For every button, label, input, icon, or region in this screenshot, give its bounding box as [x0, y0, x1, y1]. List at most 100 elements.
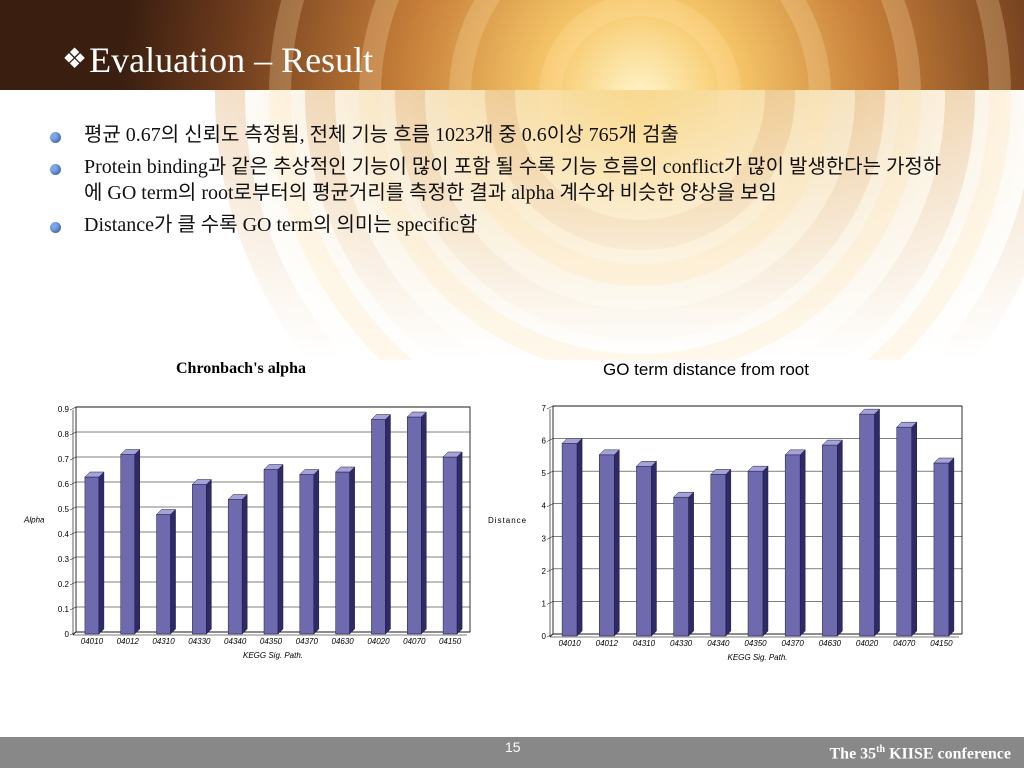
y-tick-label: 6: [542, 437, 547, 446]
x-tick-label: 04150: [930, 639, 953, 648]
y-axis-title: Alpha: [23, 516, 45, 525]
y-tick-label: 0.2: [58, 580, 70, 589]
bar-side: [277, 463, 284, 635]
bar-top: [635, 461, 658, 467]
conference-sup: th: [876, 744, 886, 755]
x-tick-label: 04020: [367, 637, 390, 646]
x-tick-label: 04010: [81, 637, 104, 646]
slide-title: ❖Evaluation – Result: [62, 38, 373, 82]
y-tick-label: 0.5: [58, 505, 70, 514]
tick-mark: [69, 531, 77, 536]
footer-bar: [0, 737, 1024, 768]
bar: [442, 456, 458, 635]
bar: [896, 426, 912, 637]
bar: [84, 476, 100, 635]
x-axis-title: KEGG Sig. Path.: [243, 651, 303, 660]
x-tick-label: 04012: [117, 637, 140, 646]
bar-top: [84, 471, 105, 478]
bar: [673, 496, 689, 637]
x-tick-label: 04070: [893, 639, 916, 648]
bar-side: [134, 448, 140, 635]
bar: [822, 444, 838, 637]
bar-side: [799, 449, 806, 637]
bar-side: [874, 408, 880, 637]
alpha-chart: 0 0.1 0.2 0.3 0.4 0.5 0.6 0.7 0.8 0.9 04010 04012 04…: [23, 405, 471, 660]
x-tick-label: 04070: [403, 637, 426, 646]
x-tick-label: 04350: [260, 637, 283, 646]
tick-mark: [546, 633, 554, 638]
bar: [371, 419, 386, 635]
y-tick-label: 0: [65, 630, 70, 639]
bar-side: [170, 508, 176, 635]
tick-mark: [69, 456, 77, 461]
x-tick-label: 04630: [332, 637, 355, 646]
bar: [636, 466, 652, 637]
tick-mark: [546, 601, 554, 605]
x-tick-label: 04340: [224, 637, 247, 646]
tick-mark: [546, 503, 554, 507]
bar-side: [349, 466, 355, 635]
tick-mark: [69, 631, 77, 636]
bullet-dot-icon: [50, 132, 61, 143]
bullet-text: 평균 0.67의 신뢰도 측정됨, 전체 기능 흐름 1023개 중 0.6이상…: [84, 124, 679, 146]
bar-side: [421, 411, 427, 635]
x-tick-label: 04310: [633, 639, 656, 648]
y-tick-label: 0.8: [58, 430, 70, 439]
diamond-bullet-icon: ❖: [62, 44, 88, 75]
tick-mark: [69, 606, 77, 611]
y-tick-label: 7: [542, 404, 547, 413]
distance-chart-title: GO term distance from root: [603, 360, 809, 379]
bullet-item: Protein binding과 같은 추상적인 기능이 많이 포함 될 수록 …: [48, 154, 948, 206]
tick-mark: [69, 406, 77, 411]
bar: [120, 454, 135, 635]
bullet-list: 평균 0.67의 신뢰도 측정됨, 전체 기능 흐름 1023개 중 0.6이상…: [48, 122, 948, 244]
bar-side: [456, 451, 463, 635]
bar: [859, 413, 875, 637]
conference-pre: The 35: [829, 745, 877, 763]
x-tick-label: 04150: [439, 637, 462, 646]
bullet-text: Distance가 클 수록 GO term의 의미는 specific함: [84, 214, 478, 236]
bar: [335, 471, 350, 635]
bar-top: [561, 438, 583, 444]
tick-mark: [546, 568, 554, 573]
bar-top: [335, 466, 356, 473]
y-tick-label: 0.7: [58, 455, 70, 464]
bar-side: [725, 468, 732, 637]
y-tick-label: 3: [542, 534, 547, 543]
bar-top: [120, 449, 141, 455]
bar-top: [933, 457, 955, 464]
bar: [263, 469, 279, 635]
y-tick-label: 0.9: [58, 405, 70, 414]
bar-side: [651, 460, 657, 637]
tick-mark: [546, 536, 554, 540]
tick-mark: [69, 431, 77, 436]
bar-side: [206, 478, 212, 635]
bar-top: [155, 509, 177, 515]
y-tick-label: 0.1: [58, 605, 70, 614]
bar-side: [576, 437, 583, 637]
y-tick-label: 1: [542, 599, 547, 608]
tick-mark: [69, 556, 77, 561]
y-tick-label: 0: [542, 632, 547, 641]
bar-side: [688, 491, 694, 637]
x-tick-label: 04370: [782, 639, 805, 648]
bar: [192, 484, 207, 635]
bar: [933, 462, 950, 637]
y-tick-label: 0.6: [58, 480, 70, 489]
page-number: 15: [505, 739, 521, 755]
bar-side: [911, 421, 917, 637]
x-tick-label: 04630: [819, 639, 842, 648]
bar: [561, 443, 578, 637]
y-tick-label: 0.4: [58, 530, 70, 539]
bullet-text: Protein binding과 같은 추상적인 기능이 많이 포함 될 수록 …: [84, 156, 942, 204]
y-tick-label: 4: [542, 502, 547, 511]
bar-top: [821, 439, 843, 446]
x-tick-label: 04310: [152, 637, 175, 646]
bar-top: [784, 449, 806, 456]
bar-top: [370, 414, 392, 420]
bar: [599, 454, 615, 637]
bar: [299, 474, 315, 635]
tick-mark: [69, 481, 77, 486]
bullet-dot-icon: [50, 164, 61, 175]
bar-side: [241, 493, 248, 635]
